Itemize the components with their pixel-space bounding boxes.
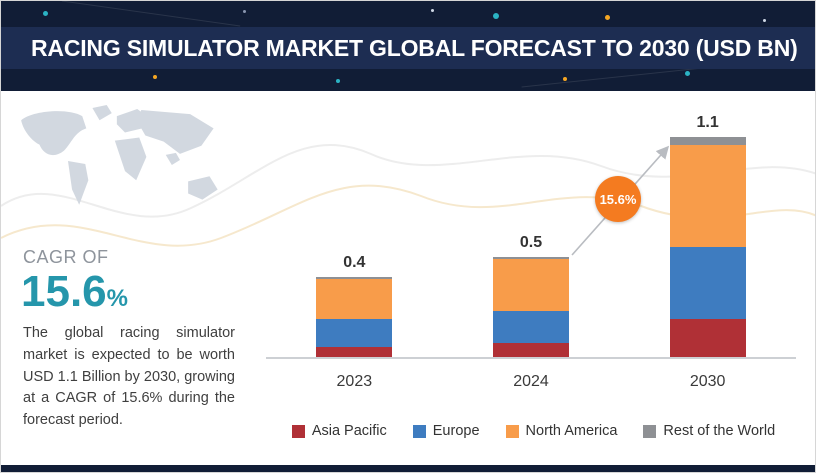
- decor-dot-orange: [563, 77, 567, 81]
- bar-total-label: 0.4: [343, 254, 366, 271]
- legend-item-rest-of-the-world: Rest of the World: [643, 423, 775, 439]
- legend-label: Asia Pacific: [311, 423, 387, 439]
- legend-label: Europe: [432, 423, 480, 439]
- bar-segment-asia-pacific: [669, 319, 746, 357]
- legend-swatch-asia-pacific: [291, 424, 305, 438]
- decor-dot-gray: [243, 10, 246, 13]
- legend-swatch-rest-of-the-world: [643, 424, 657, 438]
- x-axis-label-2024: 2024: [513, 373, 549, 390]
- bar-segment-north-america: [316, 279, 393, 319]
- decor-dot-teal: [43, 11, 48, 16]
- bar-segment-north-america: [669, 145, 746, 247]
- header: RACING SIMULATOR MARKET GLOBAL FORECAST …: [1, 1, 815, 91]
- bar-stack: [669, 137, 746, 357]
- bar-segment-europe: [316, 319, 393, 347]
- decor-dot-white: [431, 9, 434, 12]
- sidebar: CAGR OF 15.6% The global racing simulato…: [1, 91, 251, 467]
- decor-dot-teal: [336, 79, 340, 83]
- decor-dot-teal: [493, 13, 499, 19]
- bar-stack: [492, 257, 569, 357]
- bar-segment-rest-of-the-world: [669, 137, 746, 145]
- cagr-label: CAGR OF: [23, 247, 109, 267]
- cagr-value-number: 15.6: [21, 267, 107, 316]
- title-band: RACING SIMULATOR MARKET GLOBAL FORECAST …: [1, 27, 815, 69]
- legend-item-europe: Europe: [412, 423, 480, 439]
- bar-segment-north-america: [492, 259, 569, 311]
- legend-item-asia-pacific: Asia Pacific: [291, 423, 387, 439]
- bar-column-2030: 1.1: [669, 114, 746, 357]
- cagr-value-percent-sign: %: [106, 285, 128, 312]
- bar-column-2023: 0.4: [316, 254, 393, 357]
- bar-segment-europe: [492, 311, 569, 343]
- decor-dot-orange: [605, 15, 610, 20]
- bar-chart: 0.4 0.5 1.1 2023 2024 2030 15.6%: [266, 109, 796, 419]
- cagr-growth-badge: 15.6%: [595, 176, 641, 222]
- legend-label: North America: [525, 423, 618, 439]
- legend-item-north-america: North America: [505, 423, 618, 439]
- decor-dot-white: [763, 19, 766, 22]
- x-axis-label-2023: 2023: [336, 373, 373, 390]
- legend: Asia Pacific Europe North America Rest of t…: [261, 423, 806, 439]
- legend-label: Rest of the World: [663, 423, 776, 439]
- bar-total-label: 0.5: [519, 234, 543, 251]
- bar-stack: [316, 277, 393, 357]
- decor-line: [61, 1, 241, 27]
- legend-swatch-north-america: [505, 424, 519, 438]
- bar-segment-europe: [669, 247, 746, 319]
- x-axis-labels: 2023 2024 2030: [266, 373, 796, 391]
- cagr-value: 15.6%: [21, 267, 128, 317]
- legend-swatch-europe: [412, 424, 426, 438]
- bar-segment-rest-of-the-world: [492, 257, 569, 259]
- decor-dot-teal: [685, 71, 690, 76]
- bar-total-label: 1.1: [696, 114, 719, 131]
- world-map: [21, 104, 218, 205]
- decor-dot-orange: [153, 75, 157, 79]
- bottom-strip: [1, 465, 815, 472]
- page-title: RACING SIMULATOR MARKET GLOBAL FORECAST …: [31, 34, 798, 61]
- bar-segment-rest-of-the-world: [316, 277, 393, 279]
- bar-segment-asia-pacific: [492, 343, 569, 357]
- market-description: The global racing simulator market is ex…: [23, 325, 235, 428]
- bar-column-2024: 0.5: [492, 234, 569, 357]
- x-axis-label-2030: 2030: [689, 373, 726, 390]
- bar-plot: 0.4 0.5 1.1: [266, 114, 796, 359]
- bar-segment-asia-pacific: [316, 347, 393, 357]
